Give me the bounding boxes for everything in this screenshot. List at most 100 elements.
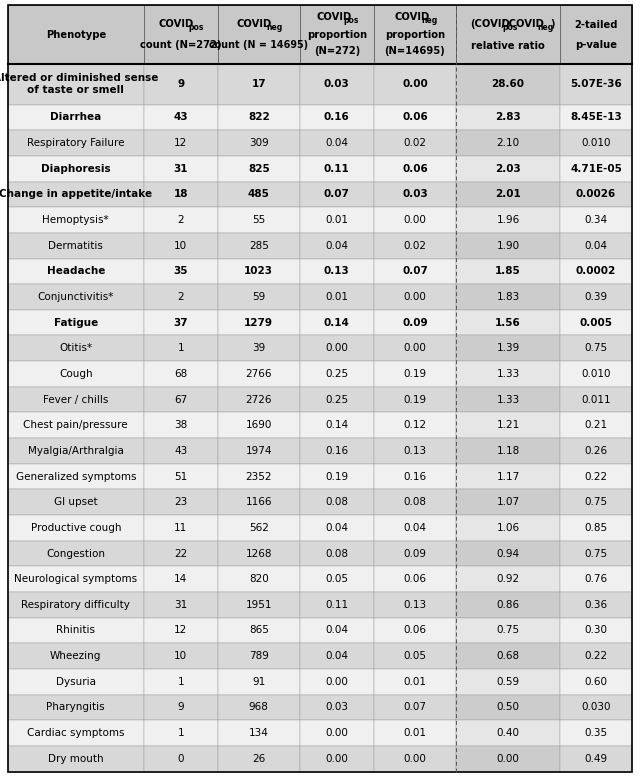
Bar [218,105,300,131]
Bar [8,490,144,515]
Bar [374,233,456,259]
Text: 1268: 1268 [246,549,272,559]
Text: 0.16: 0.16 [324,113,349,123]
Bar [560,5,632,64]
Text: 0.36: 0.36 [584,600,607,610]
Bar [374,438,456,464]
Text: 0.14: 0.14 [325,420,348,430]
Bar [374,720,456,746]
Text: Rhinitis: Rhinitis [56,625,95,636]
Text: pos: pos [343,16,358,25]
Bar [144,131,218,156]
Text: 0.16: 0.16 [325,446,348,456]
Bar [144,592,218,618]
Text: 0.35: 0.35 [584,728,607,738]
Bar [300,669,374,695]
Bar [218,413,300,438]
Bar [374,490,456,515]
Text: Conjunctivitis*: Conjunctivitis* [38,292,114,302]
Bar [218,361,300,387]
Bar [8,259,144,284]
Bar [218,207,300,233]
Bar [456,387,560,413]
Text: 67: 67 [174,395,188,405]
Text: Chest pain/pressure: Chest pain/pressure [24,420,128,430]
Bar [560,592,632,618]
Text: Diarrhea: Diarrhea [50,113,101,123]
Text: 0.75: 0.75 [584,343,607,354]
Text: 2766: 2766 [246,369,272,379]
Text: 35: 35 [173,267,188,277]
Text: 0.05: 0.05 [403,651,426,661]
Text: 0.49: 0.49 [584,754,607,764]
Text: 0.09: 0.09 [402,318,428,328]
Bar [456,592,560,618]
Bar [218,695,300,720]
Text: 1.33: 1.33 [497,395,520,405]
Bar [374,105,456,131]
Text: COVID: COVID [316,12,351,22]
Bar [374,156,456,182]
Text: 1.96: 1.96 [497,215,520,225]
Text: 0.0026: 0.0026 [576,190,616,200]
Text: 0.21: 0.21 [584,420,607,430]
Text: Cardiac symptoms: Cardiac symptoms [27,728,125,738]
Bar [560,207,632,233]
Bar [560,515,632,541]
Text: 0.00: 0.00 [325,677,348,687]
Text: count (N = 14695): count (N = 14695) [209,40,308,50]
Bar [560,618,632,643]
Text: Dermatitis: Dermatitis [49,241,103,251]
Bar [8,592,144,618]
Text: Phenotype: Phenotype [45,30,106,40]
Bar [300,259,374,284]
Bar [8,541,144,566]
Bar [218,64,300,105]
Text: 0.00: 0.00 [403,343,426,354]
Text: 0.86: 0.86 [497,600,520,610]
Bar [560,310,632,336]
Text: ): ) [550,19,555,29]
Text: Fever / chills: Fever / chills [43,395,108,405]
Text: GI upset: GI upset [54,497,97,507]
Bar [456,464,560,490]
Text: relative ratio: relative ratio [471,41,545,51]
Bar [8,387,144,413]
Bar [374,182,456,207]
Text: 0.30: 0.30 [584,625,607,636]
Bar [218,131,300,156]
Bar [144,105,218,131]
Text: p-value: p-value [575,40,617,50]
Bar [300,336,374,361]
Bar [560,131,632,156]
Text: Dysuria: Dysuria [56,677,96,687]
Bar [300,361,374,387]
Text: 0.011: 0.011 [581,395,611,405]
Bar [456,131,560,156]
Text: (N=14695): (N=14695) [385,46,445,56]
Text: 0.11: 0.11 [324,164,349,174]
Bar [300,284,374,310]
Text: 1.07: 1.07 [497,497,520,507]
Text: 0.85: 0.85 [584,523,607,533]
Text: 43: 43 [174,446,188,456]
Text: 0.19: 0.19 [325,472,348,482]
Bar [300,64,374,105]
Bar [300,105,374,131]
Bar [144,643,218,669]
Bar [8,695,144,720]
Bar [300,413,374,438]
Bar [144,64,218,105]
Text: 0.07: 0.07 [403,702,426,713]
Bar [218,618,300,643]
Bar [456,5,560,64]
Text: 0.00: 0.00 [403,754,426,764]
Text: 0.06: 0.06 [403,574,426,584]
Text: 0.12: 0.12 [403,420,426,430]
Bar [560,695,632,720]
Bar [144,695,218,720]
Bar [144,259,218,284]
Bar [374,592,456,618]
Bar [218,438,300,464]
Text: 2.03: 2.03 [495,164,521,174]
